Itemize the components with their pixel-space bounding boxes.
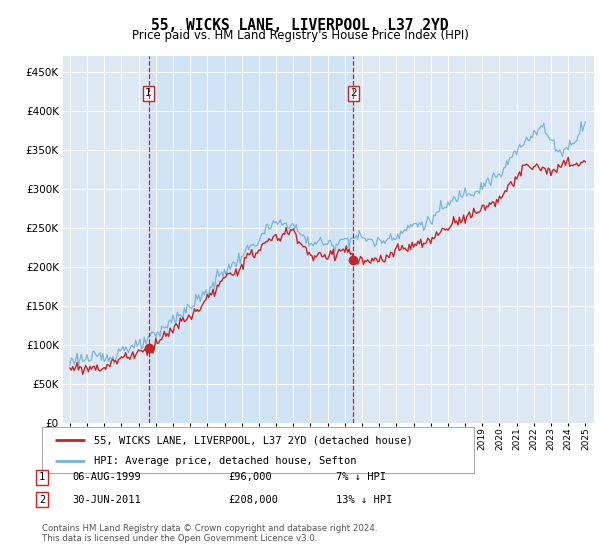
Text: 30-JUN-2011: 30-JUN-2011 [72,494,141,505]
Text: 2: 2 [39,494,45,505]
Text: 1: 1 [39,472,45,482]
Text: HPI: Average price, detached house, Sefton: HPI: Average price, detached house, Seft… [94,456,356,466]
Text: Contains HM Land Registry data © Crown copyright and database right 2024.
This d: Contains HM Land Registry data © Crown c… [42,524,377,543]
Bar [149,56,353,423]
Text: 2: 2 [350,88,357,99]
Text: 55, WICKS LANE, LIVERPOOL, L37 2YD (detached house): 55, WICKS LANE, LIVERPOOL, L37 2YD (deta… [94,435,413,445]
Text: 06-AUG-1999: 06-AUG-1999 [72,472,141,482]
Text: £208,000: £208,000 [228,494,278,505]
Text: £96,000: £96,000 [228,472,272,482]
Text: Price paid vs. HM Land Registry's House Price Index (HPI): Price paid vs. HM Land Registry's House … [131,29,469,42]
Text: 13% ↓ HPI: 13% ↓ HPI [336,494,392,505]
Text: 7% ↓ HPI: 7% ↓ HPI [336,472,386,482]
Text: 55, WICKS LANE, LIVERPOOL, L37 2YD: 55, WICKS LANE, LIVERPOOL, L37 2YD [151,18,449,34]
Text: 1: 1 [145,88,152,99]
